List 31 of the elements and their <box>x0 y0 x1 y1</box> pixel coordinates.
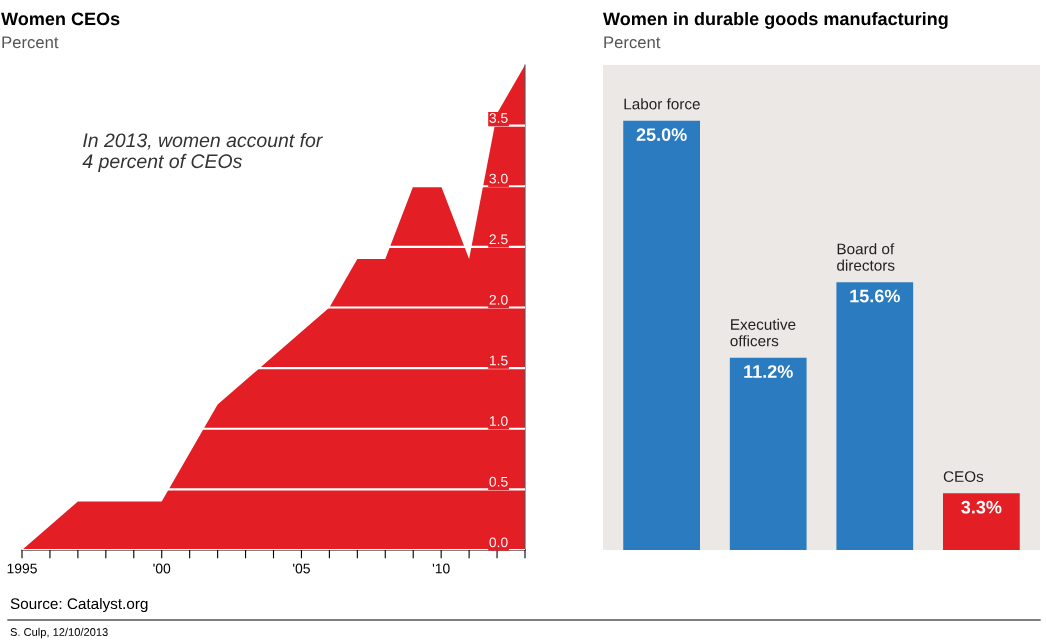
y-tick-label: 1.0 <box>489 416 508 426</box>
y-tick-label: 2.5 <box>489 234 508 245</box>
y-tick-label: 2.0 <box>489 294 508 305</box>
x-tick-label: Labor force <box>624 98 700 110</box>
chart-subtitle: Percent <box>2 36 59 49</box>
x-tick-label: 1995 <box>7 563 37 574</box>
annotation: In 2013, women account for 4 percent of CEOs <box>82 132 323 172</box>
chart-title: Women CEOs <box>1 12 120 26</box>
chart-subtitle: Percent <box>604 36 661 49</box>
y-tick-label: 0.5 <box>489 476 508 487</box>
x-tick-label: Board of directors <box>837 243 895 271</box>
x-tick-label: CEOs <box>943 471 984 482</box>
data-label: 25.0% <box>636 128 687 141</box>
y-tick-label: 1.5 <box>489 355 508 366</box>
data-label: 3.3% <box>961 500 1002 514</box>
x-tick-label: '05 <box>293 563 310 574</box>
bar <box>729 357 807 550</box>
chart-title: Women in durable goods manufacturing <box>603 12 948 29</box>
x-tick-label: '00 <box>153 563 171 574</box>
x-tick-label: Executive officers <box>730 318 796 347</box>
data-label: 11.2% <box>744 365 793 378</box>
y-tick-label: 0.0 <box>489 537 508 548</box>
text: S. Culp, 12/10/2013 <box>10 627 108 639</box>
y-tick-label: 3.5 <box>489 113 508 123</box>
bar <box>943 493 1020 550</box>
source-note: Source: Catalyst.org <box>10 597 148 613</box>
bar <box>623 120 700 550</box>
data-label: 15.6% <box>850 289 900 303</box>
bar <box>836 282 914 550</box>
x-tick-label: '10 <box>432 563 450 574</box>
y-tick-label: 3.0 <box>489 173 508 184</box>
